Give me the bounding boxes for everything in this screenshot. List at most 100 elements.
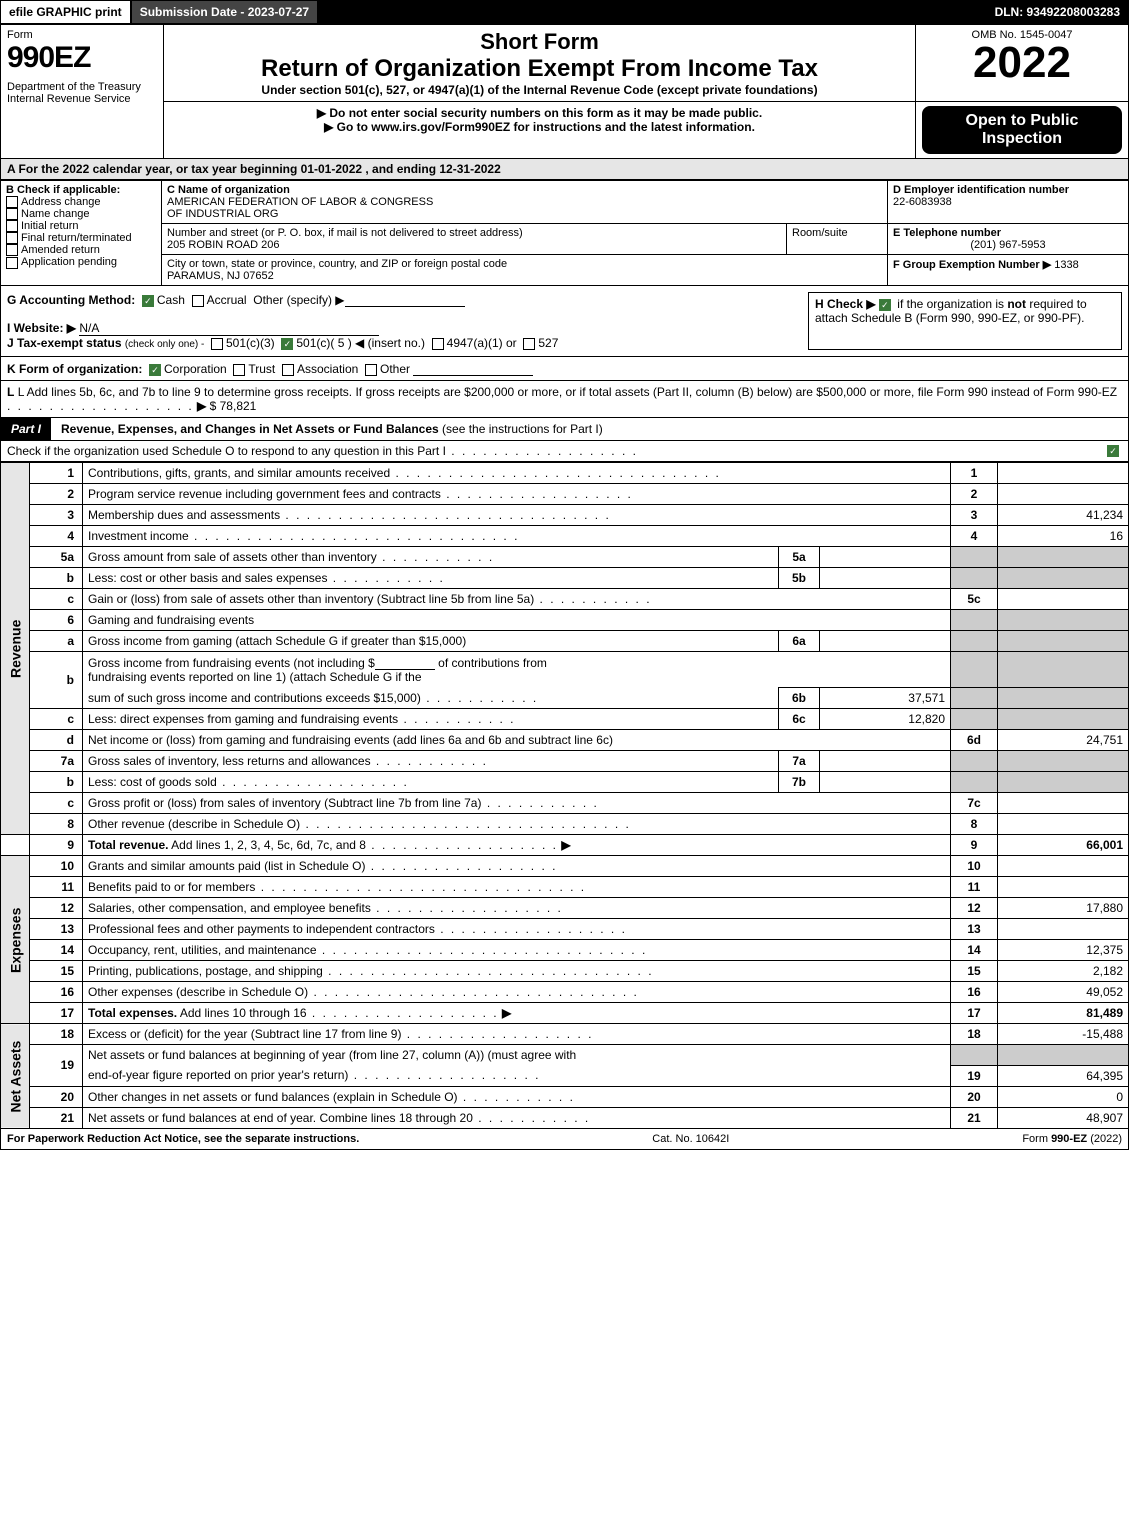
section-g-label: G Accounting Method: [7, 293, 135, 307]
line-18-value: -15,488 [998, 1024, 1129, 1045]
accounting-other-input[interactable] [345, 292, 465, 307]
line-14-value: 12,375 [998, 940, 1129, 961]
netassets-vlabel: Net Assets [1, 1024, 30, 1129]
chk-accrual[interactable] [192, 295, 204, 307]
footer-paperwork-notice: For Paperwork Reduction Act Notice, see … [7, 1133, 359, 1145]
page-footer: For Paperwork Reduction Act Notice, see … [0, 1129, 1129, 1150]
city-label: City or town, state or province, country… [167, 258, 507, 270]
org-name-line1: AMERICAN FEDERATION OF LABOR & CONGRESS [167, 196, 433, 208]
chk-corporation[interactable] [149, 364, 161, 376]
chk-name-change[interactable]: Name change [6, 208, 156, 220]
line-5a-value [820, 547, 951, 568]
gross-receipts-amount: $ 78,821 [210, 399, 257, 413]
section-c-label: C Name of organization [167, 184, 290, 196]
line-21-value: 48,907 [998, 1107, 1129, 1128]
topbar-spacer [319, 1, 986, 23]
chk-other-org[interactable] [365, 364, 377, 376]
top-bar: efile GRAPHIC print Submission Date - 20… [0, 0, 1129, 24]
section-d-label: D Employer identification number [893, 184, 1069, 196]
section-b-label: B Check if applicable: [6, 184, 156, 196]
chk-trust[interactable] [233, 364, 245, 376]
chk-527[interactable] [523, 338, 535, 350]
chk-schedule-o-used[interactable] [1107, 445, 1119, 457]
line-19-value: 64,395 [998, 1065, 1129, 1086]
chk-application-pending[interactable]: Application pending [6, 256, 156, 268]
part-1-title: Revenue, Expenses, and Changes in Net As… [61, 422, 439, 436]
line-11-value [998, 877, 1129, 898]
dept-irs: Internal Revenue Service [7, 93, 157, 105]
line-2-value [998, 484, 1129, 505]
line-6b-value: 37,571 [820, 688, 951, 709]
line-16-value: 49,052 [998, 982, 1129, 1003]
line-7c-value [998, 793, 1129, 814]
form-word: Form [7, 29, 157, 41]
footer-form-id: Form 990-EZ (2022) [1022, 1133, 1122, 1145]
line-15-value: 2,182 [998, 961, 1129, 982]
line-12-value: 17,880 [998, 898, 1129, 919]
telephone-number: (201) 967-5953 [893, 239, 1123, 251]
ein-value: 22-6083938 [893, 196, 952, 208]
line-13-value [998, 919, 1129, 940]
line-a-tax-year: A For the 2022 calendar year, or tax yea… [0, 159, 1129, 180]
main-title: Return of Organization Exempt From Incom… [170, 55, 909, 83]
section-k: K Form of organization: Corporation Trus… [0, 357, 1129, 381]
line-6a-value [820, 631, 951, 652]
line-1-value [998, 463, 1129, 484]
part-1-tab: Part I [1, 418, 51, 440]
line-6c-value: 12,820 [820, 709, 951, 730]
section-e-label: E Telephone number [893, 227, 1001, 239]
line-3-value: 41,234 [998, 505, 1129, 526]
line-9-value: 66,001 [998, 835, 1129, 856]
contributions-input[interactable] [375, 655, 435, 670]
chk-501c3[interactable] [211, 338, 223, 350]
chk-address-change[interactable]: Address change [6, 196, 156, 208]
dept-treasury: Department of the Treasury [7, 81, 157, 93]
part-1-header: Part I Revenue, Expenses, and Changes in… [0, 418, 1129, 441]
line-5c-value [998, 589, 1129, 610]
chk-4947a1[interactable] [432, 338, 444, 350]
chk-final-return[interactable]: Final return/terminated [6, 232, 156, 244]
line-20-value: 0 [998, 1086, 1129, 1107]
section-j-label: J Tax-exempt status [7, 336, 122, 350]
dln: DLN: 93492208003283 [987, 1, 1128, 23]
line-4-value: 16 [998, 526, 1129, 547]
line-10-value [998, 856, 1129, 877]
part-1-subtitle: (see the instructions for Part I) [442, 422, 603, 436]
street-address: 205 ROBIN ROAD 206 [167, 239, 280, 251]
group-exemption-arrow: ▶ [1043, 259, 1051, 271]
tax-year: 2022 [922, 41, 1122, 85]
line-17-value: 81,489 [998, 1003, 1129, 1024]
chk-association[interactable] [282, 364, 294, 376]
subtitle: Under section 501(c), 527, or 4947(a)(1)… [170, 83, 909, 97]
org-info-block: B Check if applicable: Address change Na… [0, 180, 1129, 286]
form-header: Form 990EZ Department of the Treasury In… [0, 24, 1129, 159]
instr-no-ssn: ▶ Do not enter social security numbers o… [170, 106, 909, 120]
org-name-line2: OF INDUSTRIAL ORG [167, 208, 278, 220]
room-suite-label: Room/suite [792, 227, 848, 239]
instr-goto: ▶ Go to www.irs.gov/Form990EZ for instru… [170, 120, 909, 134]
section-h-box: H Check ▶ if the organization is not req… [808, 292, 1122, 350]
website-value: N/A [79, 321, 379, 336]
addr-label: Number and street (or P. O. box, if mail… [167, 227, 523, 239]
line-6d-value: 24,751 [998, 730, 1129, 751]
section-f-label: F Group Exemption Number [893, 259, 1040, 271]
chk-501c[interactable] [281, 338, 293, 350]
line-7a-value [820, 751, 951, 772]
group-exemption-number: 1338 [1054, 259, 1078, 271]
chk-initial-return[interactable]: Initial return [6, 220, 156, 232]
section-g-h-i-j: G Accounting Method: Cash Accrual Other … [0, 286, 1129, 357]
line-5b-value [820, 568, 951, 589]
chk-schedule-b-not-required[interactable] [879, 299, 891, 311]
org-other-input[interactable] [413, 361, 533, 376]
efile-label[interactable]: efile GRAPHIC print [1, 1, 132, 23]
section-i-label: I Website: ▶ [7, 321, 76, 335]
form-number: 990EZ [7, 41, 157, 75]
open-to-public-badge: Open to Public Inspection [922, 106, 1122, 154]
section-l: L L Add lines 5b, 6c, and 7b to line 9 t… [0, 381, 1129, 418]
footer-cat-no: Cat. No. 10642I [652, 1133, 729, 1145]
expenses-vlabel: Expenses [1, 856, 30, 1024]
line-8-value [998, 814, 1129, 835]
revenue-vlabel: Revenue [1, 463, 30, 835]
chk-cash[interactable] [142, 295, 154, 307]
chk-amended-return[interactable]: Amended return [6, 244, 156, 256]
